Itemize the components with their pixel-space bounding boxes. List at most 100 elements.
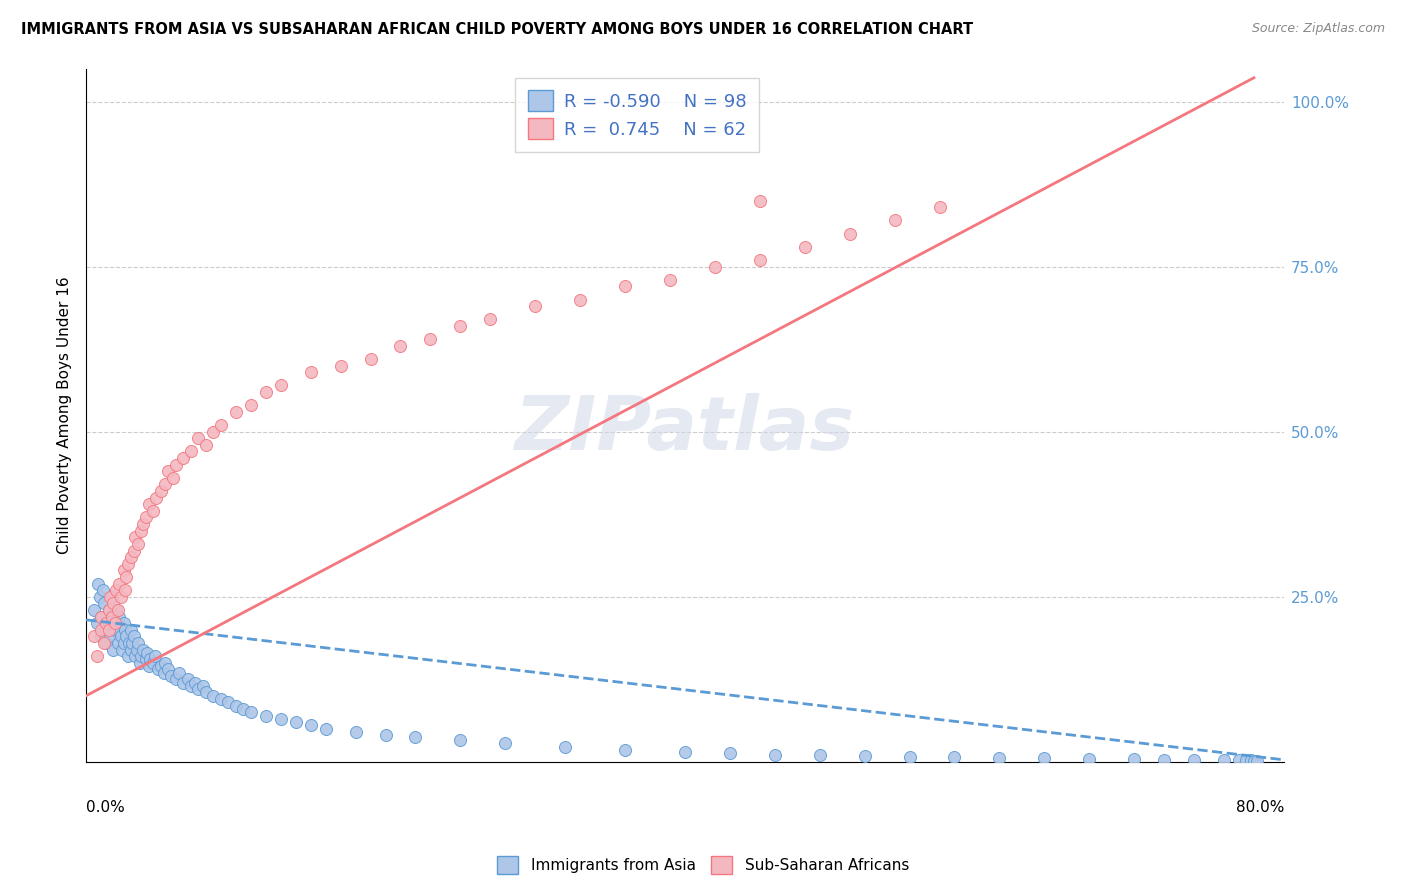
Point — [808, 748, 831, 763]
Point — [127, 636, 149, 650]
Point — [172, 675, 194, 690]
Point — [120, 642, 142, 657]
Point — [115, 570, 138, 584]
Point — [129, 656, 152, 670]
Point — [98, 590, 121, 604]
Point — [1243, 754, 1265, 768]
Point — [928, 200, 950, 214]
Point — [93, 596, 115, 610]
Point — [360, 352, 382, 367]
Point — [110, 629, 132, 643]
Point — [87, 576, 110, 591]
Point — [898, 749, 921, 764]
Point — [718, 746, 741, 760]
Point — [124, 530, 146, 544]
Point — [1153, 753, 1175, 767]
Point — [117, 557, 139, 571]
Point — [853, 748, 876, 763]
Point — [108, 623, 131, 637]
Point — [554, 740, 576, 755]
Point — [120, 550, 142, 565]
Legend: R = -0.590    N = 98, R =  0.745    N = 62: R = -0.590 N = 98, R = 0.745 N = 62 — [515, 78, 759, 152]
Point — [157, 662, 180, 676]
Point — [225, 405, 247, 419]
Point — [284, 715, 307, 730]
Point — [748, 194, 770, 208]
Point — [232, 702, 254, 716]
Point — [209, 692, 232, 706]
Point — [659, 273, 682, 287]
Point — [142, 504, 165, 518]
Point — [91, 583, 114, 598]
Point — [114, 623, 136, 637]
Point — [1240, 754, 1263, 768]
Point — [138, 659, 160, 673]
Point — [449, 733, 471, 747]
Point — [160, 669, 183, 683]
Point — [90, 623, 112, 637]
Point — [239, 398, 262, 412]
Point — [1078, 752, 1101, 766]
Point — [1227, 754, 1250, 768]
Point — [112, 616, 135, 631]
Point — [98, 629, 121, 643]
Point — [172, 451, 194, 466]
Point — [329, 359, 352, 373]
Point — [103, 616, 125, 631]
Point — [254, 385, 277, 400]
Point — [673, 745, 696, 759]
Point — [449, 318, 471, 333]
Point — [177, 672, 200, 686]
Point — [155, 477, 177, 491]
Point — [89, 590, 111, 604]
Point — [108, 609, 131, 624]
Point — [97, 603, 120, 617]
Point — [1123, 752, 1146, 766]
Point — [494, 736, 516, 750]
Point — [110, 590, 132, 604]
Point — [121, 636, 143, 650]
Point — [299, 718, 322, 732]
Text: 80.0%: 80.0% — [1236, 800, 1284, 815]
Point — [127, 537, 149, 551]
Point — [344, 725, 367, 739]
Point — [1213, 753, 1236, 767]
Point — [83, 629, 105, 643]
Point — [838, 227, 860, 241]
Point — [90, 629, 112, 643]
Point — [107, 603, 129, 617]
Point — [112, 563, 135, 577]
Point — [404, 730, 426, 744]
Point — [143, 649, 166, 664]
Point — [94, 616, 117, 631]
Point — [763, 747, 786, 762]
Point — [105, 603, 128, 617]
Point — [90, 609, 112, 624]
Point — [94, 636, 117, 650]
Point — [115, 629, 138, 643]
Point — [1246, 754, 1268, 768]
Point — [101, 596, 124, 610]
Point — [157, 464, 180, 478]
Point — [135, 510, 157, 524]
Point — [299, 365, 322, 379]
Text: Source: ZipAtlas.com: Source: ZipAtlas.com — [1251, 22, 1385, 36]
Point — [105, 583, 128, 598]
Point — [180, 679, 202, 693]
Point — [124, 649, 146, 664]
Point — [389, 339, 412, 353]
Point — [614, 279, 637, 293]
Point — [270, 712, 292, 726]
Point — [131, 649, 153, 664]
Point — [614, 743, 637, 757]
Text: 0.0%: 0.0% — [86, 800, 125, 815]
Point — [988, 751, 1011, 765]
Point — [132, 517, 155, 532]
Point — [125, 642, 148, 657]
Point — [187, 431, 209, 445]
Point — [101, 609, 124, 624]
Point — [943, 750, 966, 764]
Point — [180, 444, 202, 458]
Point — [111, 642, 134, 657]
Point — [103, 623, 125, 637]
